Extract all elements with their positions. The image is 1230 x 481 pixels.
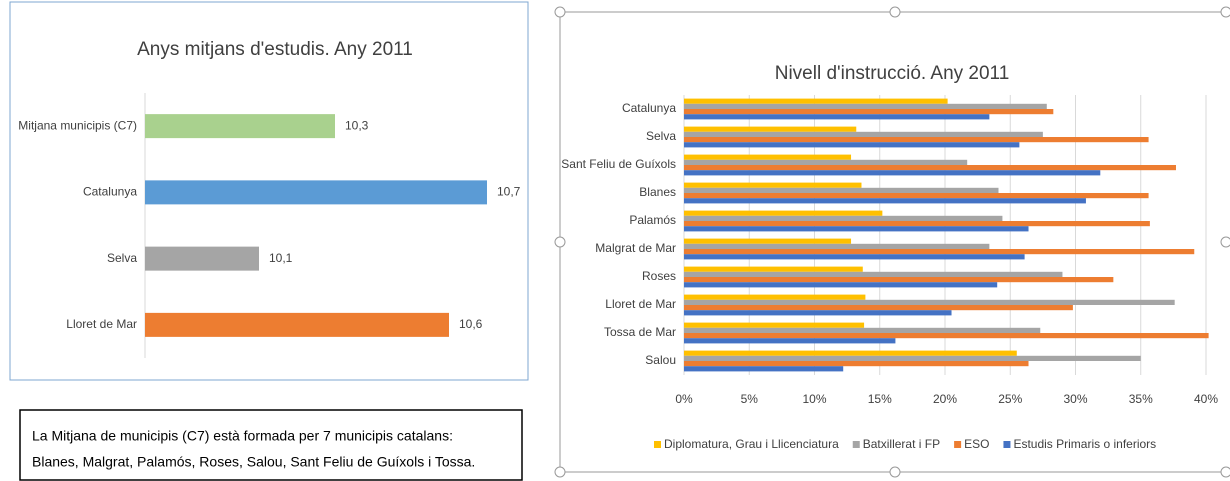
bar	[684, 137, 1149, 143]
category-label: Blanes	[639, 185, 676, 199]
note-line: Blanes, Malgrat, Palamós, Roses, Salou, …	[32, 454, 475, 470]
value-label: 10,3	[345, 118, 369, 132]
bar	[684, 338, 896, 344]
x-tick-label: 0%	[675, 392, 693, 406]
bar	[145, 246, 259, 271]
category-label: Selva	[107, 251, 137, 265]
bar	[684, 333, 1209, 339]
category-label: Catalunya	[83, 185, 137, 199]
x-tick-label: 20%	[933, 392, 957, 406]
bar	[684, 182, 862, 188]
bar	[684, 249, 1195, 255]
bar	[684, 165, 1176, 171]
bar	[684, 238, 852, 244]
bar	[684, 198, 1086, 204]
bar	[684, 310, 952, 316]
bar	[684, 221, 1150, 227]
value-label: 10,7	[497, 185, 521, 199]
bar	[684, 210, 883, 216]
bar	[684, 131, 1043, 137]
bar	[684, 327, 1041, 333]
bar	[684, 215, 1003, 221]
note-line: La Mitjana de municipis (C7) està formad…	[32, 428, 453, 444]
category-label: Salou	[645, 353, 676, 367]
bar	[684, 243, 990, 249]
x-tick-label: 10%	[802, 392, 826, 406]
category-label: Palamós	[629, 213, 676, 227]
chart-title: Anys mitjans d'estudis. Any 2011	[137, 39, 413, 60]
bar	[684, 294, 866, 300]
legend-swatch	[954, 441, 962, 448]
bar	[684, 322, 865, 328]
legend-swatch	[654, 441, 661, 448]
category-label: Tossa de Mar	[604, 325, 676, 339]
bar	[684, 126, 857, 132]
bar	[684, 170, 1101, 176]
bar	[684, 226, 1029, 232]
bar	[145, 312, 449, 337]
chart-title: Nivell d'instrucció. Any 2011	[775, 63, 1010, 84]
bar	[684, 271, 1063, 277]
category-label: Sant Feliu de Guíxols	[561, 157, 676, 171]
bar	[684, 277, 1114, 283]
x-tick-label: 40%	[1194, 392, 1218, 406]
bar	[684, 103, 1047, 109]
bar	[684, 282, 998, 288]
bar	[684, 254, 1025, 260]
category-label: Lloret de Mar	[66, 317, 137, 331]
category-label: Malgrat de Mar	[595, 241, 676, 255]
bar	[145, 114, 335, 139]
category-label: Roses	[642, 269, 676, 283]
note-box	[19, 409, 523, 481]
bar	[684, 193, 1149, 199]
bar	[145, 180, 487, 205]
x-tick-label: 35%	[1129, 392, 1153, 406]
value-label: 10,1	[269, 251, 293, 265]
legend-label: ESO	[964, 437, 989, 451]
bar	[684, 154, 852, 160]
bar	[684, 159, 968, 165]
bar	[684, 355, 1141, 361]
x-tick-label: 5%	[741, 392, 759, 406]
x-tick-label: 15%	[868, 392, 892, 406]
bar	[684, 299, 1175, 305]
category-label: Lloret de Mar	[605, 297, 676, 311]
x-tick-label: 25%	[998, 392, 1022, 406]
value-label: 10,6	[459, 317, 483, 331]
category-label: Catalunya	[622, 101, 676, 115]
legend-swatch	[1003, 441, 1011, 448]
legend-swatch	[852, 441, 860, 448]
legend-label: Diplomatura, Grau i Llicenciatura	[664, 437, 839, 451]
bar	[684, 187, 999, 193]
bar	[684, 366, 844, 372]
bar	[684, 142, 1020, 148]
selection-frame	[554, 6, 1230, 478]
legend-label: Batxillerat i FP	[863, 437, 940, 451]
bar	[684, 98, 948, 104]
bar	[684, 305, 1073, 311]
legend-label: Estudis Primaris o inferiors	[1013, 437, 1156, 451]
category-label: Selva	[646, 129, 676, 143]
x-tick-label: 30%	[1063, 392, 1087, 406]
category-label: Mitjana municipis (C7)	[18, 118, 137, 132]
bar	[684, 114, 990, 120]
bar	[684, 361, 1029, 367]
bar	[684, 266, 863, 272]
bar	[684, 350, 1017, 356]
bar	[684, 109, 1054, 115]
